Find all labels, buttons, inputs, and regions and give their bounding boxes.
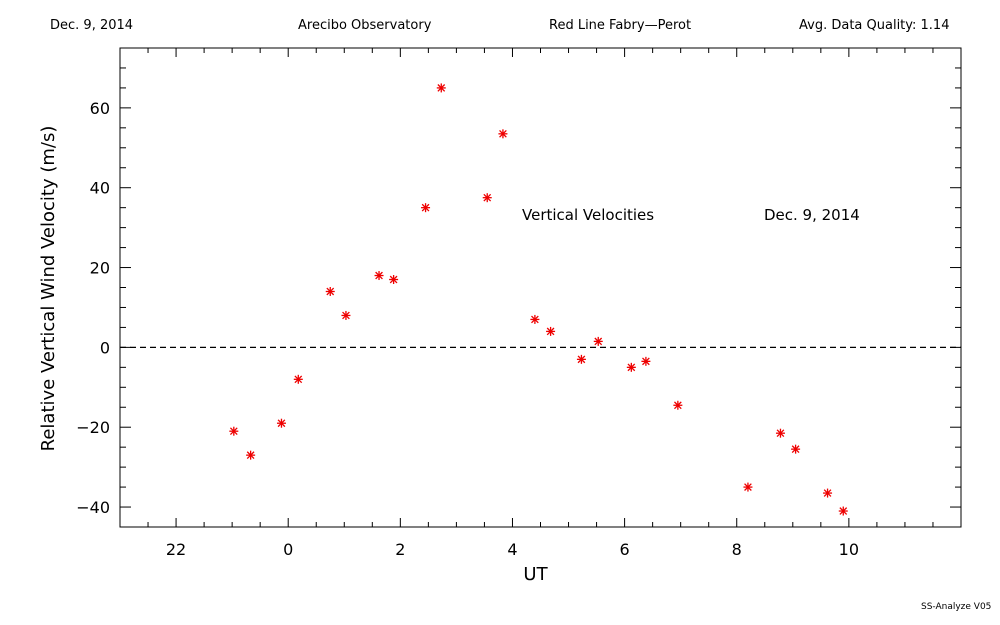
y-tick-label: 60 [90,99,110,118]
data-point [546,326,556,336]
data-point [775,428,785,438]
data-point [641,356,651,366]
data-point [482,193,492,203]
data-point [341,310,351,320]
data-point [498,129,508,139]
data-point [593,336,603,346]
x-tick-label: 4 [507,540,517,559]
data-point [389,275,399,285]
data-point [293,374,303,384]
header-observatory: Arecibo Observatory [298,18,432,33]
data-point [374,271,384,281]
data-point [530,314,540,324]
x-tick-label: 6 [620,540,630,559]
header-date: Dec. 9, 2014 [50,18,134,33]
y-axis-title: Relative Vertical Wind Velocity (m/s) [38,126,59,452]
y-tick-label: 20 [90,259,110,278]
y-tick-label: 40 [90,179,110,198]
annotation-vertical-velocities: Vertical Velocities [522,206,654,224]
x-tick-label: 8 [732,540,742,559]
y-tick-label: −20 [76,418,110,437]
x-tick-label: 22 [166,540,186,559]
y-tick-label: −40 [76,498,110,517]
header-instrument: Red Line Fabry—Perot [549,18,692,33]
data-point [673,400,683,410]
data-point [325,286,335,296]
x-tick-label: 2 [395,540,405,559]
header-data-quality: Avg. Data Quality: 1.14 [799,18,950,33]
x-tick-label: 10 [839,540,859,559]
data-point [838,506,848,516]
data-point [276,418,286,428]
data-point [246,450,256,460]
x-tick-label: 0 [283,540,293,559]
data-point [823,488,833,498]
data-point [576,354,586,364]
x-axis-title: UT [523,564,548,585]
data-point [743,482,753,492]
data-point [229,426,239,436]
data-point [791,444,801,454]
data-point [626,362,636,372]
annotation-date: Dec. 9, 2014 [764,206,860,224]
data-point [436,83,446,93]
y-tick-label: 0 [100,338,110,357]
footer-version: SS-Analyze V05 [921,602,992,612]
data-point [421,203,431,213]
